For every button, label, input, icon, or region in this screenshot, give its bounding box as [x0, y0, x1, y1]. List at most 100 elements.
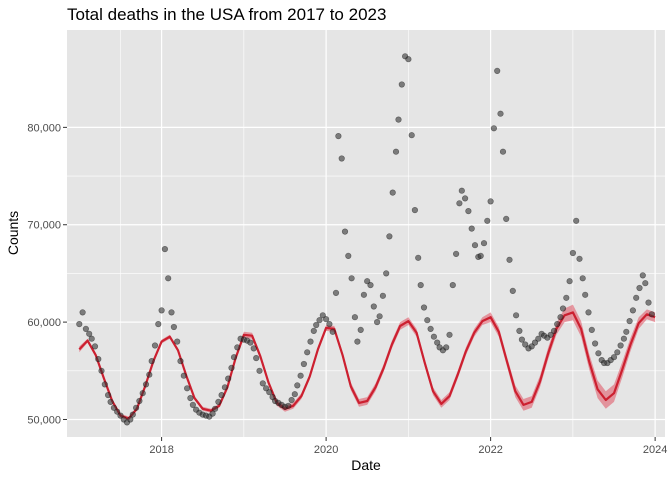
data-point — [247, 339, 254, 346]
data-point — [332, 289, 340, 297]
data-point — [471, 242, 479, 249]
data-point — [335, 133, 342, 140]
data-point — [180, 372, 187, 379]
data-point — [212, 405, 219, 412]
data-point — [341, 228, 349, 235]
data-point — [582, 291, 589, 298]
data-point — [107, 398, 114, 406]
data-point — [88, 335, 95, 342]
data-point — [256, 367, 263, 374]
data-point — [633, 294, 640, 301]
data-point — [95, 356, 102, 363]
data-point — [370, 303, 377, 310]
data-point — [518, 336, 526, 343]
data-point — [228, 364, 235, 372]
data-point — [559, 305, 567, 312]
data-point — [114, 408, 121, 415]
chart-title: Total deaths in the USA from 2017 to 202… — [67, 5, 386, 24]
y-tick-label: 60,000 — [27, 317, 61, 329]
data-point — [588, 326, 595, 334]
data-point — [184, 385, 191, 392]
data-point — [516, 327, 523, 335]
data-point — [620, 335, 628, 342]
data-point — [449, 282, 456, 289]
data-point — [626, 318, 633, 325]
data-point — [573, 217, 580, 224]
data-point — [617, 342, 624, 349]
x-tick-label: 2020 — [314, 444, 338, 456]
data-point — [512, 312, 520, 319]
data-point — [642, 280, 649, 287]
grid-lines — [67, 30, 665, 437]
data-point — [187, 395, 194, 402]
data-point — [610, 354, 618, 361]
data-point — [499, 148, 507, 155]
data-point — [326, 321, 333, 328]
y-tick-label: 80,000 — [27, 122, 61, 134]
data-point — [367, 282, 374, 289]
x-axis-title: Date — [351, 457, 381, 473]
data-point — [392, 148, 400, 155]
data-point — [294, 382, 301, 389]
data-point — [528, 343, 535, 350]
data-point — [288, 396, 295, 404]
data-point — [557, 314, 564, 321]
data-point — [579, 275, 586, 282]
x-axis: 2018 2020 2022 2024 — [149, 437, 667, 456]
data-point — [165, 275, 172, 282]
data-point — [82, 325, 89, 333]
data-point — [645, 299, 652, 306]
data-point — [146, 371, 153, 378]
data-point — [133, 404, 140, 411]
data-point — [345, 252, 352, 259]
data-point — [348, 275, 355, 282]
data-point — [177, 358, 184, 365]
data-point — [458, 187, 465, 194]
data-point — [98, 367, 105, 374]
data-point — [139, 390, 146, 397]
data-point — [364, 278, 371, 285]
data-point — [379, 292, 387, 299]
data-point — [117, 412, 124, 419]
data-point — [506, 256, 513, 263]
data-point — [158, 307, 165, 314]
data-point — [127, 416, 134, 423]
data-point — [263, 385, 270, 392]
data-point — [215, 398, 222, 406]
x-tick-label: 2022 — [478, 444, 502, 456]
data-point — [76, 321, 83, 328]
data-point — [316, 317, 323, 324]
data-point — [86, 330, 93, 337]
data-point — [614, 349, 621, 356]
data-point — [285, 402, 292, 409]
data-point — [531, 339, 539, 346]
data-point — [424, 317, 431, 324]
data-point — [91, 343, 99, 350]
data-point — [522, 341, 529, 348]
data-point — [453, 250, 460, 257]
data-point — [563, 294, 570, 301]
x-tick-label: 2018 — [149, 444, 173, 456]
data-point — [535, 335, 542, 342]
data-point — [490, 125, 498, 132]
data-point — [250, 345, 257, 352]
data-point — [148, 358, 155, 365]
data-point — [585, 309, 592, 316]
data-point — [266, 389, 273, 396]
data-point — [313, 321, 320, 329]
data-point — [383, 270, 390, 277]
data-point — [629, 307, 637, 314]
data-point — [104, 392, 112, 399]
data-point — [547, 331, 554, 338]
y-axis: 50,000 60,000 70,000 80,000 — [27, 122, 67, 426]
data-point — [417, 282, 424, 289]
data-point — [136, 397, 143, 405]
data-point — [408, 132, 415, 139]
data-point — [591, 340, 599, 347]
data-point — [300, 360, 308, 368]
data-point — [484, 217, 491, 224]
data-point — [357, 326, 364, 334]
data-point — [225, 375, 232, 382]
data-point — [639, 272, 646, 279]
